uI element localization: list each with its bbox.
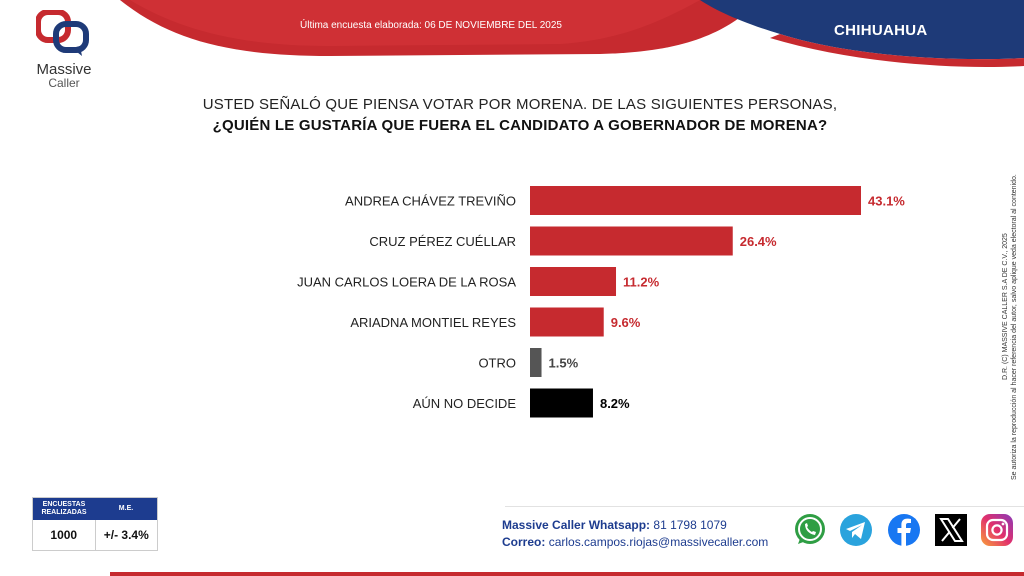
email-address[interactable]: carlos.campos.riojas@massivecaller.com xyxy=(548,535,769,549)
x-icon[interactable] xyxy=(933,512,969,548)
bar xyxy=(530,186,861,215)
margin-error-header: M.E. xyxy=(118,505,134,512)
facebook-icon[interactable] xyxy=(886,512,922,548)
bar xyxy=(530,388,593,418)
brand-name: Massive xyxy=(36,61,92,78)
instagram-icon[interactable] xyxy=(979,512,1015,548)
copyright-line-2: Se autoriza la reproducción al hacer ref… xyxy=(1011,174,1018,480)
contact-info: Massive Caller Whatsapp: 81 1798 1079 Co… xyxy=(502,517,768,551)
category-label: OTRO xyxy=(478,356,516,371)
state-label: CHIHUAHUA xyxy=(834,22,928,39)
category-label: CRUZ PÉREZ CUÉLLAR xyxy=(369,234,516,249)
copyright-line-1: D.R. (C) MASSIVE CALLER S.A DE C.V., 202… xyxy=(1002,233,1009,380)
whatsapp-label: Massive Caller Whatsapp: xyxy=(502,518,651,532)
category-label: AÚN NO DECIDE xyxy=(413,396,517,411)
bar xyxy=(530,348,542,377)
footer-accent-bar xyxy=(110,572,1024,576)
margin-error-value: +/- 3.4% xyxy=(103,528,149,542)
copyright-notice: D.R. (C) MASSIVE CALLER S.A DE C.V., 202… xyxy=(999,95,1019,485)
bar xyxy=(530,307,604,337)
survey-stats-table: ENCUESTAS REALIZADAS M.E. 1000 +/- 3.4% xyxy=(32,497,158,551)
value-label: 1.5% xyxy=(549,356,579,371)
value-label: 8.2% xyxy=(600,396,630,411)
whatsapp-number[interactable]: 81 1798 1079 xyxy=(653,518,727,532)
question-line-1: USTED SEÑALÓ QUE PIENSA VOTAR POR MORENA… xyxy=(202,96,838,113)
value-label: 11.2% xyxy=(623,275,660,290)
category-label: ANDREA CHÁVEZ TREVIÑO xyxy=(345,194,516,209)
brand-logo-icon xyxy=(36,10,89,56)
sample-size-value: 1000 xyxy=(33,520,96,550)
email-label: Correo: xyxy=(502,535,546,549)
brand-logo: Massive Caller xyxy=(22,10,112,90)
category-label: JUAN CARLOS LOERA DE LA ROSA xyxy=(297,275,516,290)
brand-name-secondary: Caller xyxy=(48,76,80,90)
category-label: ARIADNA MONTIEL REYES xyxy=(350,315,516,330)
value-label: 43.1% xyxy=(868,194,905,209)
bar xyxy=(530,226,733,256)
header-banner xyxy=(120,0,1024,67)
whatsapp-icon[interactable] xyxy=(792,512,828,548)
value-label: 26.4% xyxy=(740,234,777,249)
bar xyxy=(530,267,617,296)
footer-divider xyxy=(505,506,1024,507)
survey-date: Última encuesta elaborada: 06 DE NOVIEMB… xyxy=(300,20,562,31)
sample-size-header: ENCUESTAS REALIZADAS xyxy=(41,501,87,516)
survey-question: USTED SEÑALÓ QUE PIENSA VOTAR POR MORENA… xyxy=(150,96,890,134)
value-label: 9.6% xyxy=(611,315,641,330)
question-line-2: ¿QUIÉN LE GUSTARÍA QUE FUERA EL CANDIDAT… xyxy=(212,117,828,134)
telegram-icon[interactable] xyxy=(838,512,874,548)
